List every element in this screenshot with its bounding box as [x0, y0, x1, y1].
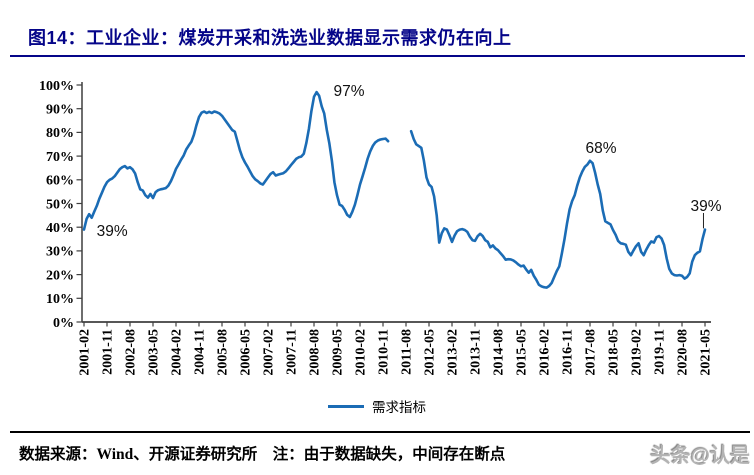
- y-tick-label: 100%: [39, 79, 74, 94]
- y-tick-label: 40%: [46, 221, 74, 236]
- source-note: 数据来源：Wind、开源证券研究所 注：由于数据缺失，中间存在断点: [19, 446, 506, 463]
- series-line-demand: [82, 90, 707, 289]
- x-tick-label: 2012-05: [423, 329, 438, 376]
- annotation-label: 97%: [334, 83, 365, 100]
- annotation-label: 68%: [585, 140, 616, 157]
- x-tick-label: 2007-02: [262, 329, 277, 376]
- x-tick-label: 2014-08: [492, 329, 507, 376]
- x-tick-label: 2021-05: [699, 329, 714, 376]
- x-tick-label: 2013-02: [446, 329, 461, 376]
- x-tick-label: 2019-02: [630, 329, 645, 376]
- x-tick-label: 2013-11: [469, 329, 484, 375]
- y-tick-label: 10%: [46, 292, 74, 307]
- x-tick-label: 2004-11: [193, 329, 208, 375]
- x-tick-label: 2010-02: [354, 329, 369, 376]
- x-tick-label: 2018-05: [607, 329, 622, 376]
- x-tick-label: 2016-02: [538, 329, 553, 376]
- chart-legend: 需求指标: [0, 396, 754, 416]
- footer-divider: [10, 431, 750, 433]
- x-tick-label: 2003-05: [147, 329, 162, 376]
- y-tick-label: 20%: [46, 268, 74, 283]
- annotation-label: 39%: [691, 198, 722, 215]
- y-tick-label: 50%: [46, 197, 74, 212]
- x-tick-label: 2015-05: [515, 329, 530, 376]
- legend-line-swatch: [328, 404, 364, 408]
- x-tick-label: 2017-08: [584, 329, 599, 376]
- y-tick-label: 90%: [46, 103, 74, 118]
- x-tick-label: 2009-05: [331, 329, 346, 376]
- x-tick-label: 2016-11: [561, 329, 576, 375]
- figure-title: 图14：工业企业：煤炭开采和洗选业数据显示需求仍在向上: [28, 28, 512, 48]
- y-tick-label: 60%: [46, 174, 74, 189]
- x-tick-label: 2011-08: [400, 329, 415, 375]
- legend-label: 需求指标: [372, 400, 426, 415]
- x-tick-label: 2008-08: [308, 329, 323, 376]
- y-tick-label: 80%: [46, 126, 74, 141]
- y-tick-label: 30%: [46, 245, 74, 260]
- demand-indicator-chart: 0% 10% 20% 30% 40% 50% 60% 70% 80% 90% 100% 2001-02…: [39, 79, 722, 376]
- x-tick-label: 2001-11: [101, 329, 116, 375]
- y-tick-label: 0%: [53, 316, 74, 331]
- x-tick-label: 2010-11: [377, 329, 392, 375]
- x-tick-label: 2002-08: [124, 329, 139, 376]
- annotation-label: 39%: [97, 223, 128, 240]
- x-tick-label: 2007-11: [285, 329, 300, 375]
- x-tick-label: 2005-08: [216, 329, 231, 376]
- x-tick-label: 2019-11: [653, 329, 668, 375]
- x-tick-label: 2006-05: [239, 329, 254, 376]
- x-tick-label: 2001-02: [78, 329, 93, 376]
- title-divider: [10, 55, 745, 57]
- watermark: 头条@认是: [650, 445, 750, 467]
- x-tick-label: 2004-02: [170, 329, 185, 376]
- x-tick-label: 2020-08: [676, 329, 691, 376]
- y-tick-label: 70%: [46, 150, 74, 165]
